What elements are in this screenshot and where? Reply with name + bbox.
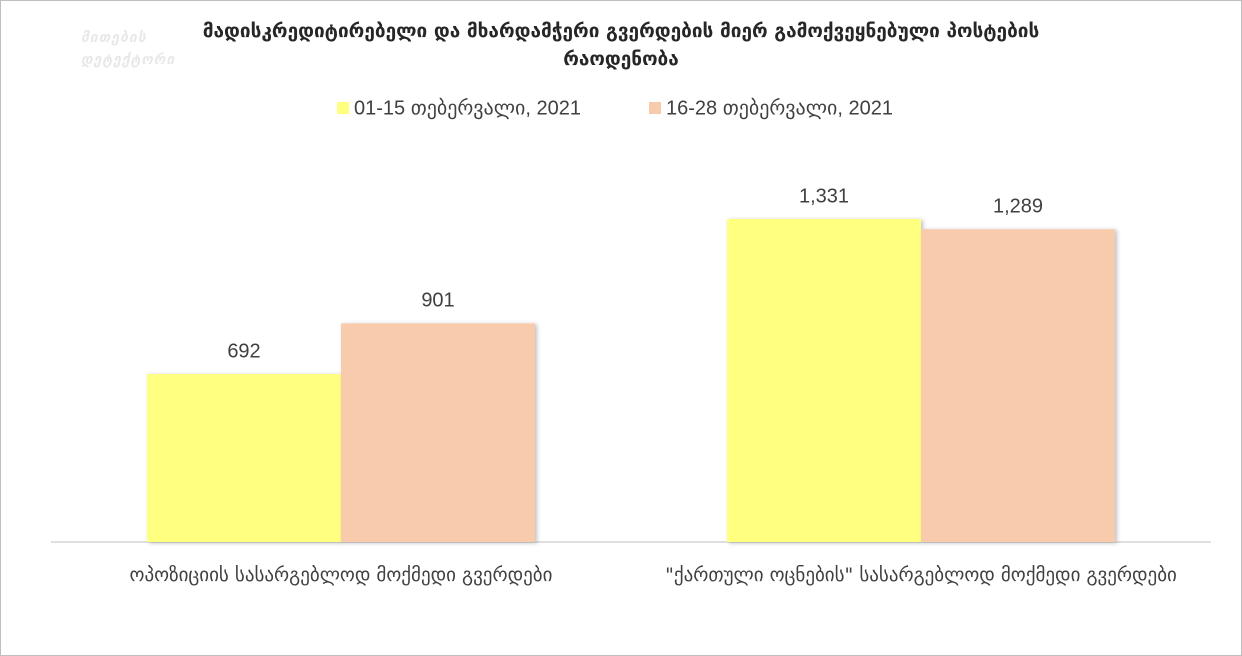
x-tick-label: "ქართული ოცნების" სასარგებლოდ მოქმედი გვ… [665, 564, 1177, 586]
legend-swatch [649, 102, 661, 114]
legend-swatch [337, 102, 349, 114]
data-label: 1,331 [799, 185, 849, 207]
bar [921, 229, 1115, 543]
data-label: 1,289 [993, 195, 1043, 217]
data-label: 692 [227, 340, 260, 362]
legend-label: 16-28 თებერვალი, 2021 [666, 97, 893, 119]
chart-title: მადისკრედიტირებელი და მხარდამჭერი გვერდე… [202, 20, 1040, 70]
x-tick-label: ოპოზიციის სასარგებლოდ მოქმედი გვერდები [129, 564, 553, 586]
bar [727, 219, 921, 542]
legend-label: 01-15 თებერვალი, 2021 [354, 97, 581, 119]
data-label: 901 [421, 290, 454, 312]
bar [147, 374, 341, 542]
bar [341, 323, 535, 542]
logo: მითების დეტექტორი [81, 30, 176, 68]
